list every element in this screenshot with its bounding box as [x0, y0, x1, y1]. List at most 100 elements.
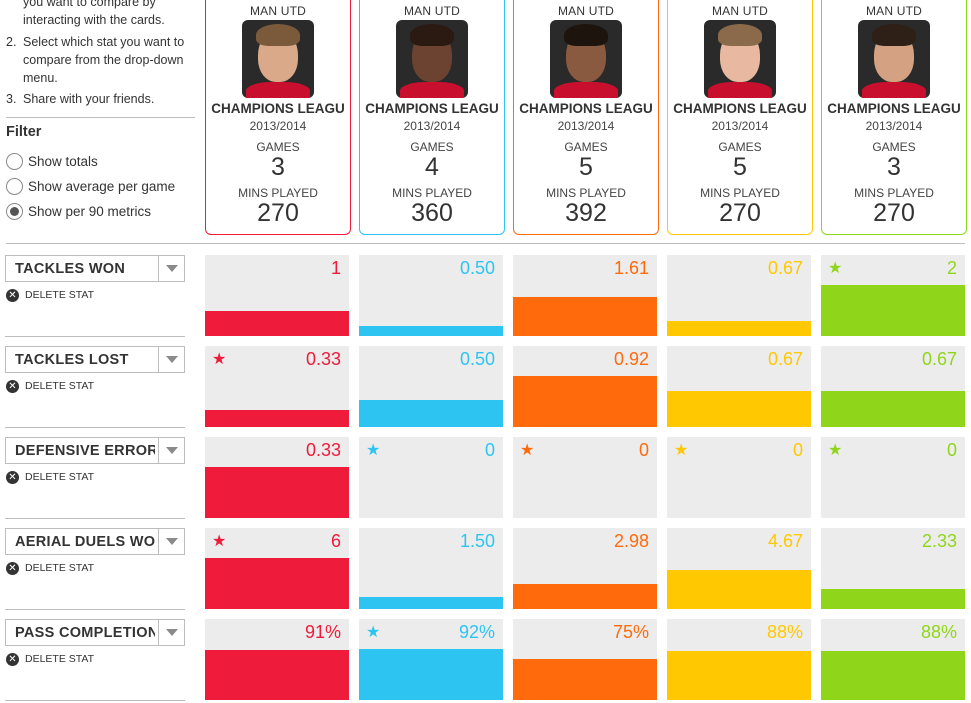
radio-button[interactable] — [6, 202, 23, 220]
player-card[interactable]: MAN UTD CHAMPIONS LEAGU 2013/2014 GAMES 4 MIN… — [359, 0, 505, 235]
stat-cell: 0.67 — [667, 255, 811, 336]
delete-stat-button[interactable]: ✕ DELETE STAT — [6, 560, 94, 576]
stat-dropdown[interactable]: TACKLES LOST — [5, 346, 185, 373]
club-name: MAN UTD — [557, 4, 615, 18]
stat-cell: 2 ★ — [821, 255, 965, 336]
mins-played-value: 270 — [873, 199, 915, 227]
club-name: MAN UTD — [711, 4, 769, 18]
player-photo — [550, 20, 622, 98]
star-icon: ★ — [212, 351, 227, 368]
delete-stat-label: DELETE STAT — [25, 289, 95, 301]
stat-value: 91% — [304, 622, 341, 642]
stat-bar — [513, 297, 657, 336]
delete-stat-label: DELETE STAT — [25, 471, 95, 483]
mins-played-label: MINS PLAYED — [854, 186, 934, 200]
delete-stat-button[interactable]: ✕ DELETE STAT — [6, 378, 94, 394]
chevron-down-icon[interactable] — [158, 347, 184, 372]
chevron-down-icon[interactable] — [158, 438, 184, 463]
stat-cell: 1 — [205, 255, 349, 336]
player-hair — [872, 24, 916, 46]
stat-value: 2 — [946, 258, 957, 278]
delete-stat-button[interactable]: ✕ DELETE STAT — [6, 287, 94, 303]
player-card[interactable]: MAN UTD CHAMPIONS LEAGU 2013/2014 GAMES 5 MIN… — [513, 0, 659, 235]
player-shirt — [708, 82, 772, 98]
player-hair — [410, 24, 454, 46]
stat-cell: 0.92 — [513, 346, 657, 427]
stat-dropdown[interactable]: AERIAL DUELS WON — [5, 528, 185, 555]
radio-button[interactable] — [6, 177, 23, 195]
player-card[interactable]: MAN UTD CHAMPIONS LEAGU 2013/2014 GAMES 5 MIN… — [667, 0, 813, 235]
stat-cell: 0.33 ★ — [205, 346, 349, 427]
filter-option-totals[interactable]: Show totals — [6, 151, 98, 171]
stat-value: 0.67 — [767, 349, 803, 369]
mins-played-value: 392 — [565, 199, 607, 227]
instruction-text: Share with your friends. — [23, 92, 155, 106]
stat-value: 1.50 — [459, 531, 495, 551]
games-label: GAMES — [410, 140, 454, 154]
player-hair — [564, 24, 608, 46]
delete-stat-button[interactable]: ✕ DELETE STAT — [6, 469, 94, 485]
star-icon: ★ — [828, 260, 843, 277]
stat-value: 0.50 — [459, 349, 495, 369]
player-card[interactable]: MAN UTD CHAMPIONS LEAGU 2013/2014 GAMES 3 MIN… — [821, 0, 967, 235]
stat-name: TACKLES WON — [15, 261, 126, 277]
stat-cell: 88% — [821, 619, 965, 700]
stat-value: 4.67 — [767, 531, 803, 551]
stat-bar — [359, 400, 503, 427]
stat-bar — [513, 584, 657, 609]
competition-name: CHAMPIONS LEAGU — [673, 101, 807, 116]
stat-cell: 0.33 — [205, 437, 349, 518]
mins-played-label: MINS PLAYED — [546, 186, 626, 200]
filter-option-per90[interactable]: Show per 90 metrics — [6, 201, 151, 221]
stat-dropdown[interactable]: PASS COMPLETION — [5, 619, 185, 646]
club-name: MAN UTD — [249, 4, 307, 18]
player-card[interactable]: MAN UTD CHAMPIONS LEAGU 2013/2014 GAMES 3 MIN… — [205, 0, 351, 235]
mins-played-value: 270 — [257, 199, 299, 227]
stat-dropdown[interactable]: TACKLES WON — [5, 255, 185, 282]
stat-cell: 91% — [205, 619, 349, 700]
competition-name: CHAMPIONS LEAGU — [365, 101, 499, 116]
stat-bar — [205, 410, 349, 427]
stat-bar — [667, 391, 811, 427]
close-circle-icon: ✕ — [6, 379, 19, 393]
stat-bar — [359, 597, 503, 609]
stat-value: 0.67 — [767, 258, 803, 278]
mins-played-value: 360 — [411, 199, 453, 227]
chevron-down-icon[interactable] — [158, 256, 184, 281]
delete-stat-button[interactable]: ✕ DELETE STAT — [6, 651, 94, 667]
divider — [6, 117, 195, 118]
chevron-down-icon[interactable] — [158, 620, 184, 645]
stat-value: 88% — [766, 622, 803, 642]
chevron-down-icon[interactable] — [158, 529, 184, 554]
stat-cell: 2.98 — [513, 528, 657, 609]
close-circle-icon: ✕ — [6, 470, 19, 484]
stat-cell: 1.50 — [359, 528, 503, 609]
instruction-text: you want to compare by interacting with … — [23, 0, 165, 27]
divider — [5, 700, 185, 701]
radio-button[interactable] — [6, 152, 23, 170]
radio-label: Show per 90 metrics — [28, 203, 152, 219]
filter-option-average[interactable]: Show average per game — [6, 176, 175, 196]
games-count: 3 — [887, 153, 901, 181]
stat-bar — [359, 649, 503, 700]
stat-cell: 6 ★ — [205, 528, 349, 609]
star-icon: ★ — [674, 442, 689, 459]
star-icon: ★ — [366, 624, 381, 641]
delete-stat-label: DELETE STAT — [25, 562, 95, 574]
stat-bar — [821, 651, 965, 700]
player-shirt — [246, 82, 310, 98]
divider — [5, 427, 185, 428]
stat-bar — [205, 650, 349, 700]
player-shirt — [400, 82, 464, 98]
competition-name: CHAMPIONS LEAGU — [827, 101, 961, 116]
stat-value: 0 — [484, 440, 495, 460]
stat-value: 1 — [330, 258, 341, 278]
stat-dropdown[interactable]: DEFENSIVE ERRORS — [5, 437, 185, 464]
player-photo — [242, 20, 314, 98]
instruction-number: 3. — [6, 92, 17, 106]
stat-bar — [821, 391, 965, 427]
stat-value: 0.50 — [459, 258, 495, 278]
instructions-panel: you want to compare by interacting with … — [0, 0, 196, 240]
divider — [6, 243, 965, 244]
stat-bar — [205, 558, 349, 609]
